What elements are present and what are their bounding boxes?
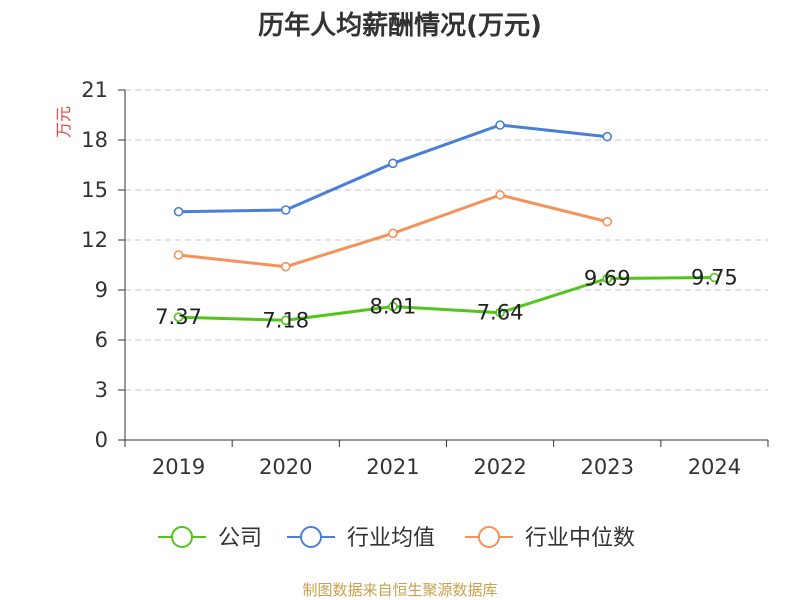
- chart-title: 历年人均薪酬情况(万元): [258, 10, 542, 41]
- y-tick-label: 6: [95, 328, 108, 352]
- data-point[interactable]: [495, 307, 505, 318]
- data-point[interactable]: [709, 272, 720, 283]
- x-tick-label: 2020: [259, 455, 312, 479]
- data-label: 7.18: [262, 308, 309, 332]
- data-point[interactable]: [173, 312, 184, 322]
- y-tick-label: 21: [81, 78, 108, 102]
- data-point[interactable]: [388, 301, 398, 312]
- data-point[interactable]: [280, 205, 291, 215]
- data-point[interactable]: [602, 216, 613, 227]
- legend-marker-icon: [478, 526, 500, 548]
- x-tick-label: 2019: [152, 455, 205, 479]
- series-line: [178, 276, 715, 322]
- legend-marker-icon: [300, 526, 322, 548]
- data-label: 9.69: [584, 267, 631, 291]
- data-label-layer: 7.37 7.18 8.01 7.64 9.69 9.75: [155, 266, 738, 333]
- data-point[interactable]: [495, 120, 505, 130]
- y-tick-label: 12: [81, 228, 108, 252]
- legend: 公司 行业均值 行业中位数: [158, 526, 635, 551]
- data-point[interactable]: [388, 228, 398, 239]
- series-layer: [173, 120, 720, 326]
- y-tick-label: 18: [81, 128, 108, 152]
- y-tick-label: 0: [95, 428, 108, 452]
- y-axis-label: 万元: [54, 106, 73, 138]
- axis-layer: 0 3 6 9 12 15 18 21 2019 2020 2021 2022 2023 2024 万元: [54, 78, 769, 479]
- legend-label: 行业均值: [347, 526, 435, 551]
- x-tick-label: 2024: [688, 455, 741, 479]
- legend-item[interactable]: 行业中位数: [465, 526, 635, 551]
- legend-marker-icon: [171, 526, 193, 548]
- data-point[interactable]: [173, 250, 184, 260]
- series-line: [178, 123, 608, 214]
- data-label: 8.01: [370, 295, 417, 319]
- footer-source: 制图数据来自恒生聚源数据库: [302, 581, 497, 599]
- legend-item[interactable]: 行业均值: [287, 526, 435, 551]
- legend-label: 行业中位数: [525, 526, 635, 551]
- y-tick-label: 15: [81, 178, 108, 202]
- data-point[interactable]: [388, 158, 398, 169]
- data-label: 7.64: [477, 301, 524, 325]
- y-tick-label: 9: [95, 278, 108, 302]
- legend-label: 公司: [218, 526, 262, 551]
- data-point[interactable]: [602, 131, 613, 142]
- data-point[interactable]: [173, 206, 184, 217]
- data-point[interactable]: [602, 273, 613, 284]
- data-label: 9.75: [691, 266, 738, 290]
- data-point[interactable]: [280, 315, 291, 326]
- x-tick-label: 2021: [366, 455, 419, 479]
- legend-item[interactable]: 公司: [158, 526, 262, 551]
- data-point[interactable]: [495, 190, 505, 200]
- data-point[interactable]: [280, 261, 291, 272]
- y-tick-label: 3: [95, 378, 108, 402]
- x-tick-label: 2022: [473, 455, 526, 479]
- grid-layer: [125, 89, 768, 391]
- x-tick-label: 2023: [581, 455, 634, 479]
- data-label: 7.37: [155, 305, 202, 329]
